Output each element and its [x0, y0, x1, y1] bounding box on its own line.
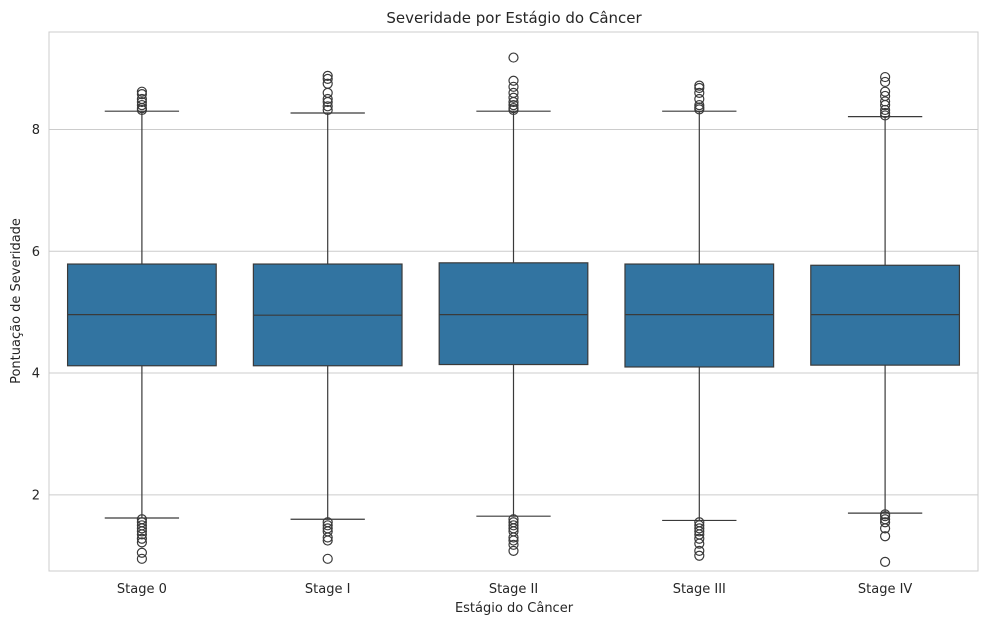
- outlier-point: [136, 523, 147, 534]
- outlier-point: [694, 87, 705, 99]
- outlier-point: [508, 539, 519, 550]
- outlier-point: [136, 533, 147, 544]
- outlier-point: [508, 75, 519, 86]
- outlier-point: [508, 520, 519, 531]
- box-iqr: [810, 264, 961, 366]
- outlier-point: [508, 99, 519, 111]
- outlier-point: [879, 511, 891, 522]
- plot-frame: [48, 31, 979, 572]
- box-group: [252, 70, 403, 564]
- outlier-point: [136, 86, 147, 97]
- outlier-point: [136, 89, 147, 100]
- outlier-point: [322, 553, 333, 564]
- box-iqr: [438, 262, 589, 366]
- outlier-point: [508, 81, 519, 92]
- outlier-point: [694, 545, 705, 557]
- x-tick-labels: Stage 0 Stage I Stage II Stage III Stage IV: [117, 582, 912, 597]
- outlier-point: [694, 82, 705, 94]
- x-tick-label: Stage II: [489, 582, 538, 597]
- outlier-point: [879, 76, 891, 88]
- outlier-point: [508, 545, 519, 557]
- outlier-point: [136, 547, 147, 558]
- y-tick-label: 8: [32, 123, 40, 138]
- x-tick-label: Stage I: [305, 582, 351, 597]
- x-tick-label: Stage III: [673, 582, 726, 597]
- x-tick-label: Stage 0: [117, 582, 167, 597]
- outlier-point: [508, 103, 519, 114]
- outlier-point: [879, 107, 891, 119]
- outlier-point: [322, 532, 333, 543]
- box-iqr: [624, 263, 775, 368]
- outlier-point: [136, 553, 147, 564]
- outlier-point: [136, 537, 147, 548]
- outlier-point: [694, 526, 705, 537]
- box-group: [810, 71, 961, 567]
- x-tick-label: Stage IV: [858, 582, 913, 597]
- outlier-point: [694, 80, 705, 91]
- chart-title: Severidade por Estágio do Câncer: [386, 9, 642, 27]
- y-axis-label: Pontuação de Severidade: [9, 218, 24, 384]
- outlier-point: [879, 517, 891, 528]
- y-tick-label: 2: [32, 488, 40, 503]
- box-group: [438, 52, 589, 557]
- y-tick-label: 6: [32, 245, 40, 260]
- outlier-point: [322, 104, 333, 116]
- outlier-point: [694, 538, 705, 549]
- outlier-point: [508, 92, 519, 103]
- outlier-point: [322, 73, 333, 84]
- box-group: [66, 86, 217, 564]
- boxes: [66, 52, 961, 567]
- outlier-point: [322, 78, 333, 89]
- outlier-point: [136, 526, 147, 537]
- outlier-point: [694, 93, 705, 105]
- outlier-point: [322, 93, 333, 105]
- box-group: [624, 80, 775, 561]
- outlier-point: [879, 531, 891, 542]
- outlier-point: [136, 529, 147, 540]
- y-tick-label: 4: [32, 367, 40, 382]
- outlier-point: [879, 90, 891, 102]
- outlier-point: [136, 93, 147, 105]
- outlier-point: [879, 86, 891, 97]
- outlier-point: [879, 556, 891, 567]
- outlier-point: [508, 52, 519, 63]
- outlier-point: [136, 99, 147, 111]
- outlier-point: [694, 99, 705, 111]
- outlier-point: [879, 71, 891, 83]
- outlier-point: [694, 523, 705, 534]
- outlier-point: [879, 96, 891, 107]
- outlier-point: [322, 520, 333, 531]
- outlier-point: [136, 96, 147, 108]
- outlier-point: [694, 533, 705, 544]
- outlier-point: [322, 101, 333, 112]
- outlier-point: [322, 535, 333, 546]
- y-tick-labels: 2 4 6 8: [32, 123, 40, 503]
- outlier-point: [879, 523, 891, 534]
- outlier-point: [879, 110, 891, 121]
- outlier-point: [508, 532, 519, 543]
- outlier-point: [508, 535, 519, 546]
- outlier-point: [508, 87, 519, 99]
- x-axis-label: Estágio do Câncer: [455, 601, 574, 616]
- outlier-point: [694, 550, 705, 561]
- outlier-point: [322, 87, 333, 99]
- outlier-point: [322, 70, 333, 81]
